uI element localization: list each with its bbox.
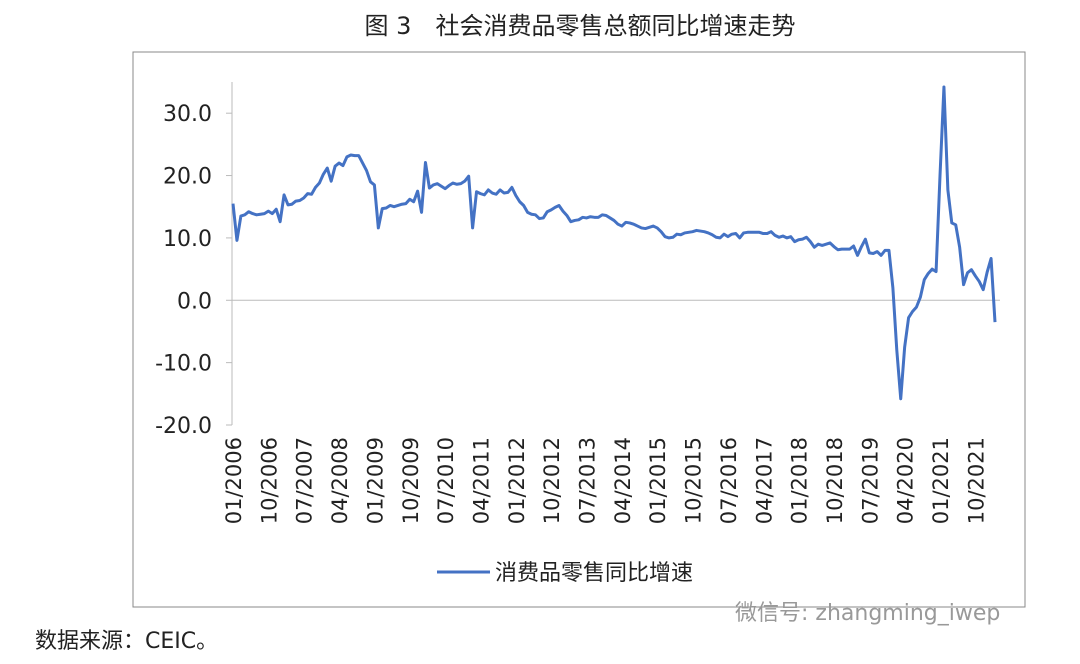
- x-tick-label: 04/2014: [611, 437, 635, 524]
- figure-title: 图 3 社会消费品零售总额同比增速走势: [365, 12, 796, 40]
- y-tick-label: 10.0: [163, 227, 212, 252]
- y-tick-label: 0.0: [177, 289, 212, 314]
- x-tick-label: 07/2019: [858, 437, 882, 524]
- x-tick-label: 10/2015: [682, 437, 706, 524]
- y-tick-label: -20.0: [155, 414, 212, 439]
- x-tick-label: 01/2006: [222, 437, 246, 524]
- plot: -20.0 -10.0 0.0 10.0 20.0 30.0 01/2006 10/2006 0…: [155, 82, 1000, 586]
- x-tick-label: 10/2012: [540, 437, 564, 524]
- y-tick-label: 30.0: [163, 102, 212, 127]
- y-tick-label: 20.0: [163, 165, 212, 190]
- data-line: [231, 85, 997, 401]
- x-tick-label: 07/2010: [434, 437, 458, 524]
- x-tick-label: 07/2013: [576, 437, 600, 524]
- x-tick-label: 01/2021: [929, 437, 953, 524]
- x-tick-label: 01/2009: [363, 437, 387, 524]
- x-tick-label: 01/2015: [646, 437, 670, 524]
- x-tick-label: 10/2006: [257, 437, 281, 524]
- x-tick-label: 04/2020: [894, 437, 918, 524]
- source-note: 数据来源：CEIC。: [35, 629, 218, 654]
- x-tick-label: 04/2017: [752, 437, 776, 524]
- y-tick-label: -10.0: [155, 352, 212, 377]
- x-tick-label: 01/2012: [505, 437, 529, 524]
- x-tick-label: 07/2016: [717, 437, 741, 524]
- x-tick-label: 07/2007: [293, 437, 317, 524]
- chart-frame: [132, 51, 1026, 608]
- legend-label: 消费品零售同比增速: [495, 561, 693, 586]
- x-tick-label: 01/2018: [788, 437, 812, 524]
- watermark: 微信号: zhangming_iwep: [735, 601, 1000, 626]
- x-tick-label: 10/2018: [823, 437, 847, 524]
- x-tick-label: 04/2008: [328, 437, 352, 524]
- x-tick-label: 10/2021: [964, 437, 988, 524]
- x-tick-label: 04/2011: [469, 437, 493, 524]
- x-tick-label: 10/2009: [399, 437, 423, 524]
